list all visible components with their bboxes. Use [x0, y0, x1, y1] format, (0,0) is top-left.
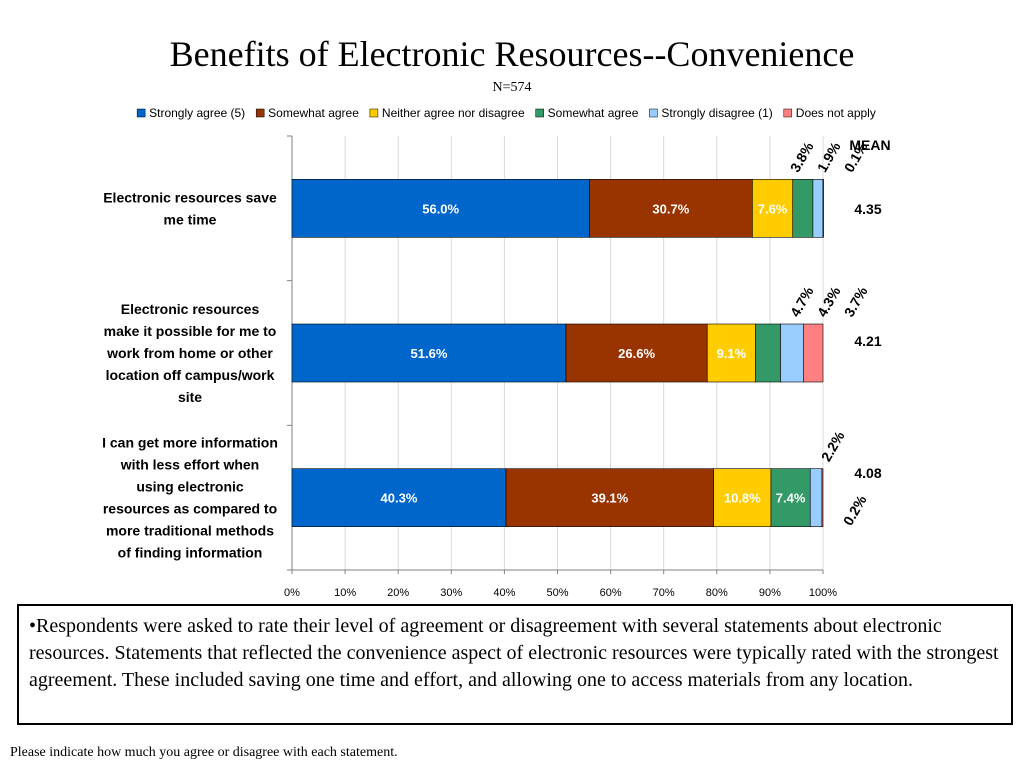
chart-title: Benefits of Electronic Resources--Conven…	[169, 34, 855, 74]
bar-segment	[792, 179, 814, 238]
data-label-small: 2.2%	[818, 428, 848, 464]
bar-segment	[821, 468, 824, 527]
legend-label: Somewhat agree	[268, 106, 359, 120]
bar-segment	[755, 323, 781, 383]
bar-segment	[505, 468, 714, 527]
category-label: resources as compared to	[103, 501, 277, 517]
bar-segment	[706, 323, 756, 383]
chart-subtitle: N=574	[492, 80, 532, 95]
data-label: 39.1%	[591, 491, 628, 506]
category-label: I can get more information	[102, 435, 278, 451]
legend-swatch	[783, 108, 793, 118]
category-label: site	[178, 389, 202, 405]
bar-segment	[812, 179, 824, 238]
data-label-small: 3.8%	[787, 139, 817, 175]
data-label-small: 1.9%	[814, 139, 844, 175]
bar-segment	[291, 323, 567, 383]
data-label: 26.6%	[618, 346, 655, 361]
bar-segment	[752, 179, 794, 238]
data-label: 40.3%	[381, 491, 418, 506]
x-tick-label: 10%	[334, 587, 356, 599]
bar-segment	[803, 323, 824, 383]
x-tick-label: 30%	[440, 587, 462, 599]
legend-label: Does not apply	[796, 106, 876, 120]
x-tick-label: 90%	[759, 587, 781, 599]
data-label-small: 3.7%	[841, 283, 871, 319]
category-label: more traditional methods	[106, 523, 274, 539]
category-label: Electronic resources	[121, 301, 260, 317]
data-label: 30.7%	[652, 201, 689, 216]
data-label: 9.1%	[717, 346, 747, 361]
data-label-small: 0.2%	[840, 492, 870, 528]
mean-header: MEAN	[849, 137, 890, 153]
category-label: me time	[164, 211, 217, 227]
x-tick-label: 100%	[809, 587, 837, 599]
x-tick-label: 40%	[493, 587, 515, 599]
bar-segment	[809, 468, 823, 527]
category-label: of finding information	[118, 545, 263, 561]
bar-segment	[822, 179, 824, 238]
legend-label: Strongly agree (5)	[149, 106, 245, 120]
category-label: location off campus/work	[106, 367, 275, 383]
category-label: using electronic	[136, 479, 244, 495]
x-tick-label: 80%	[706, 587, 728, 599]
bar-segment	[770, 468, 811, 527]
x-tick-label: 20%	[387, 587, 409, 599]
bar-segment	[713, 468, 772, 527]
stacked-bar-chart: 0% 10% 20% 30% 40% 50% 60% 70% 80% 90% 100% Strongl…	[102, 106, 891, 599]
mean-value: 4.35	[854, 201, 881, 217]
footer-text: Please indicate how much you agree or di…	[10, 745, 398, 760]
note-text: •Respondents were asked to rate their le…	[29, 615, 999, 691]
data-label-small: 4.7%	[787, 283, 817, 319]
mean-value: 4.21	[854, 333, 881, 349]
legend-swatch	[136, 108, 146, 118]
data-label: 7.6%	[758, 201, 788, 216]
category-label: work from home or other	[106, 345, 273, 361]
x-tick-label: 60%	[600, 587, 622, 599]
bar-segment	[589, 179, 753, 238]
legend-swatch	[535, 108, 544, 118]
category-label: with less effort when	[120, 457, 259, 473]
bar-segment	[780, 323, 804, 383]
legend-label: Somewhat agree	[548, 106, 639, 120]
bar-segment	[565, 323, 708, 383]
bar-segment	[291, 468, 507, 527]
legend-swatch	[649, 108, 658, 118]
data-label: 56.0%	[422, 201, 459, 216]
category-label: make it possible for me to	[104, 323, 277, 339]
category-label: Electronic resources save	[103, 189, 277, 205]
x-tick-label: 50%	[546, 587, 568, 599]
data-label: 51.6%	[411, 346, 448, 361]
legend-swatch	[255, 108, 265, 118]
x-tick-label: 0%	[284, 587, 300, 599]
note-box: •Respondents were asked to rate their le…	[17, 604, 1013, 725]
legend-swatch	[369, 108, 379, 118]
data-label-small: 4.3%	[814, 283, 844, 319]
legend-label: Neither agree nor disagree	[382, 106, 525, 120]
data-label: 10.8%	[724, 491, 761, 506]
mean-value: 4.08	[854, 465, 881, 481]
legend-label: Strongly disagree (1)	[661, 106, 772, 120]
x-tick-label: 70%	[653, 587, 675, 599]
data-label: 7.4%	[776, 491, 806, 506]
